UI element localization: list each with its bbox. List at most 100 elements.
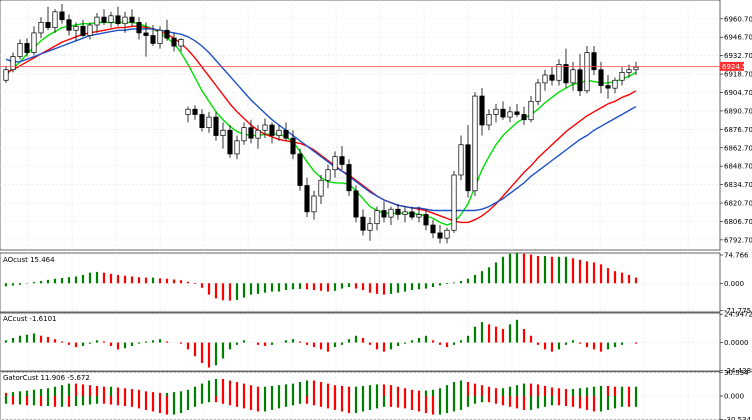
candle-body <box>115 15 121 25</box>
candle-body <box>402 211 408 215</box>
current-price-tag <box>720 61 744 71</box>
price-tick-label: 6792.70 <box>724 236 752 244</box>
candle-body <box>73 25 79 31</box>
candle-body <box>311 195 317 213</box>
candle-body <box>234 140 240 155</box>
gator-pane: GatorCust 11.906 -5.672 30.534 0.000 -30.5… <box>0 369 752 420</box>
ac-tick-label: -24.4388 <box>724 367 752 375</box>
price-tick-label: 6946.70 <box>724 34 752 42</box>
candle-body <box>339 156 345 165</box>
candle-body <box>136 22 142 34</box>
candle-body <box>465 144 471 192</box>
candle-body <box>437 232 443 239</box>
candle-body <box>507 111 513 118</box>
price-tick-label: 6876.70 <box>724 126 752 134</box>
price-tick-label: 6834.70 <box>724 181 752 189</box>
candle-body <box>80 25 86 36</box>
candle-body <box>283 129 289 139</box>
candle-body <box>528 100 534 121</box>
candle-body <box>87 24 93 36</box>
candle-body <box>318 179 324 197</box>
candle-body <box>178 39 184 47</box>
candle-body <box>612 79 618 89</box>
candle-body <box>171 37 177 47</box>
ao-tick-label: 0.000 <box>724 280 744 288</box>
candle-body <box>52 11 58 28</box>
candle-body <box>395 208 401 215</box>
candle-body <box>444 229 450 239</box>
candle-body <box>626 69 632 73</box>
candle-body <box>619 72 625 81</box>
candle-body <box>598 69 604 86</box>
candle-body <box>577 69 583 92</box>
candle-body <box>500 108 506 118</box>
candle-body <box>45 22 51 28</box>
candle-body <box>430 224 436 234</box>
price-tick-label: 6960.70 <box>724 15 752 23</box>
candle-body <box>122 16 128 25</box>
candle-body <box>381 210 387 218</box>
candle-body <box>31 32 37 53</box>
candle-body <box>388 208 394 218</box>
candle-body <box>10 56 16 71</box>
candle-body <box>297 153 303 186</box>
candle-body <box>486 114 492 126</box>
price-tick-label: 6848.70 <box>724 163 752 171</box>
price-tick-label: 6918.70 <box>724 71 752 79</box>
candle-body <box>451 174 457 231</box>
price-tick-label: 6862.70 <box>724 144 752 152</box>
candle-body <box>38 22 44 34</box>
candle-body <box>570 69 576 84</box>
price-tick-label: 6904.70 <box>724 89 752 97</box>
candle-body <box>493 108 499 115</box>
candle-body <box>332 156 338 171</box>
ao-pane: AOcust 15.464 74.766 0.000 -71.775 <box>0 251 751 315</box>
candle-body <box>108 15 114 23</box>
ac-tick-label: 24.9472 <box>724 311 752 319</box>
candle-body <box>325 169 331 181</box>
candle-body <box>192 108 198 115</box>
candle-body <box>3 69 9 81</box>
candle-body <box>304 185 310 213</box>
candle-body <box>227 129 233 155</box>
candle-body <box>458 144 464 176</box>
candle-body <box>199 114 205 128</box>
candle-body <box>164 29 170 39</box>
price-tick-label: 6806.70 <box>724 218 752 226</box>
candle-body <box>563 64 569 84</box>
candle-body <box>157 29 163 44</box>
candle-body <box>591 52 597 71</box>
gator-tick-label: 0.000 <box>724 393 744 401</box>
price-frame <box>0 0 721 251</box>
candle-body <box>416 214 422 218</box>
candle-body <box>409 211 415 218</box>
ac-tick-label: 0.0000 <box>724 339 749 347</box>
candle-body <box>353 190 359 218</box>
current-price-label: 6924.55 <box>722 63 751 71</box>
candle-body <box>374 210 380 225</box>
candle-body <box>269 124 275 136</box>
candle-body <box>220 129 226 136</box>
candle-body <box>206 116 212 128</box>
candle-body <box>276 129 282 136</box>
ao-tick-label: 74.766 <box>724 251 749 259</box>
candle-body <box>290 137 296 155</box>
price-tick-label: 6932.70 <box>724 52 752 60</box>
candle-body <box>143 32 149 36</box>
alligator-jaw-line <box>5 28 637 212</box>
ao-tick-label: -71.775 <box>724 307 751 315</box>
candle-body <box>514 111 520 115</box>
ac-frame <box>0 312 721 372</box>
candle-body <box>633 66 639 71</box>
candle-body <box>213 116 219 136</box>
ac-pane: ACcust -1.6101 24.9472 0.0000 -24.4388 <box>0 311 752 375</box>
gator-tick-label: 30.534 <box>724 369 749 377</box>
candle-body <box>521 114 527 121</box>
ac-title: ACcust -1.6101 <box>3 315 56 323</box>
candle-body <box>59 11 65 21</box>
candle-body <box>423 214 429 226</box>
candle-body <box>542 74 548 84</box>
price-tick-label: 6820.70 <box>724 200 752 208</box>
gator-title: GatorCust 11.906 -5.672 <box>3 374 90 382</box>
